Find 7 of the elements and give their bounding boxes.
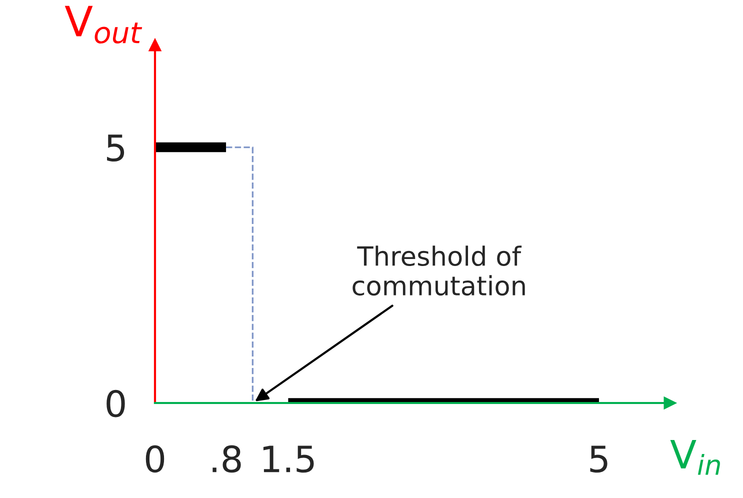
- x-tick-label: .8: [212, 445, 241, 473]
- x-tick-label: 0: [146, 445, 164, 473]
- y-axis-title: V$_{out}$: [64, 6, 142, 44]
- x-tick-label: 1.5: [263, 446, 314, 473]
- x-tick-label: 5: [590, 446, 608, 473]
- x-axis-title: V$_{in}$: [670, 440, 720, 475]
- annotation: Threshold of commutation: [352, 246, 525, 296]
